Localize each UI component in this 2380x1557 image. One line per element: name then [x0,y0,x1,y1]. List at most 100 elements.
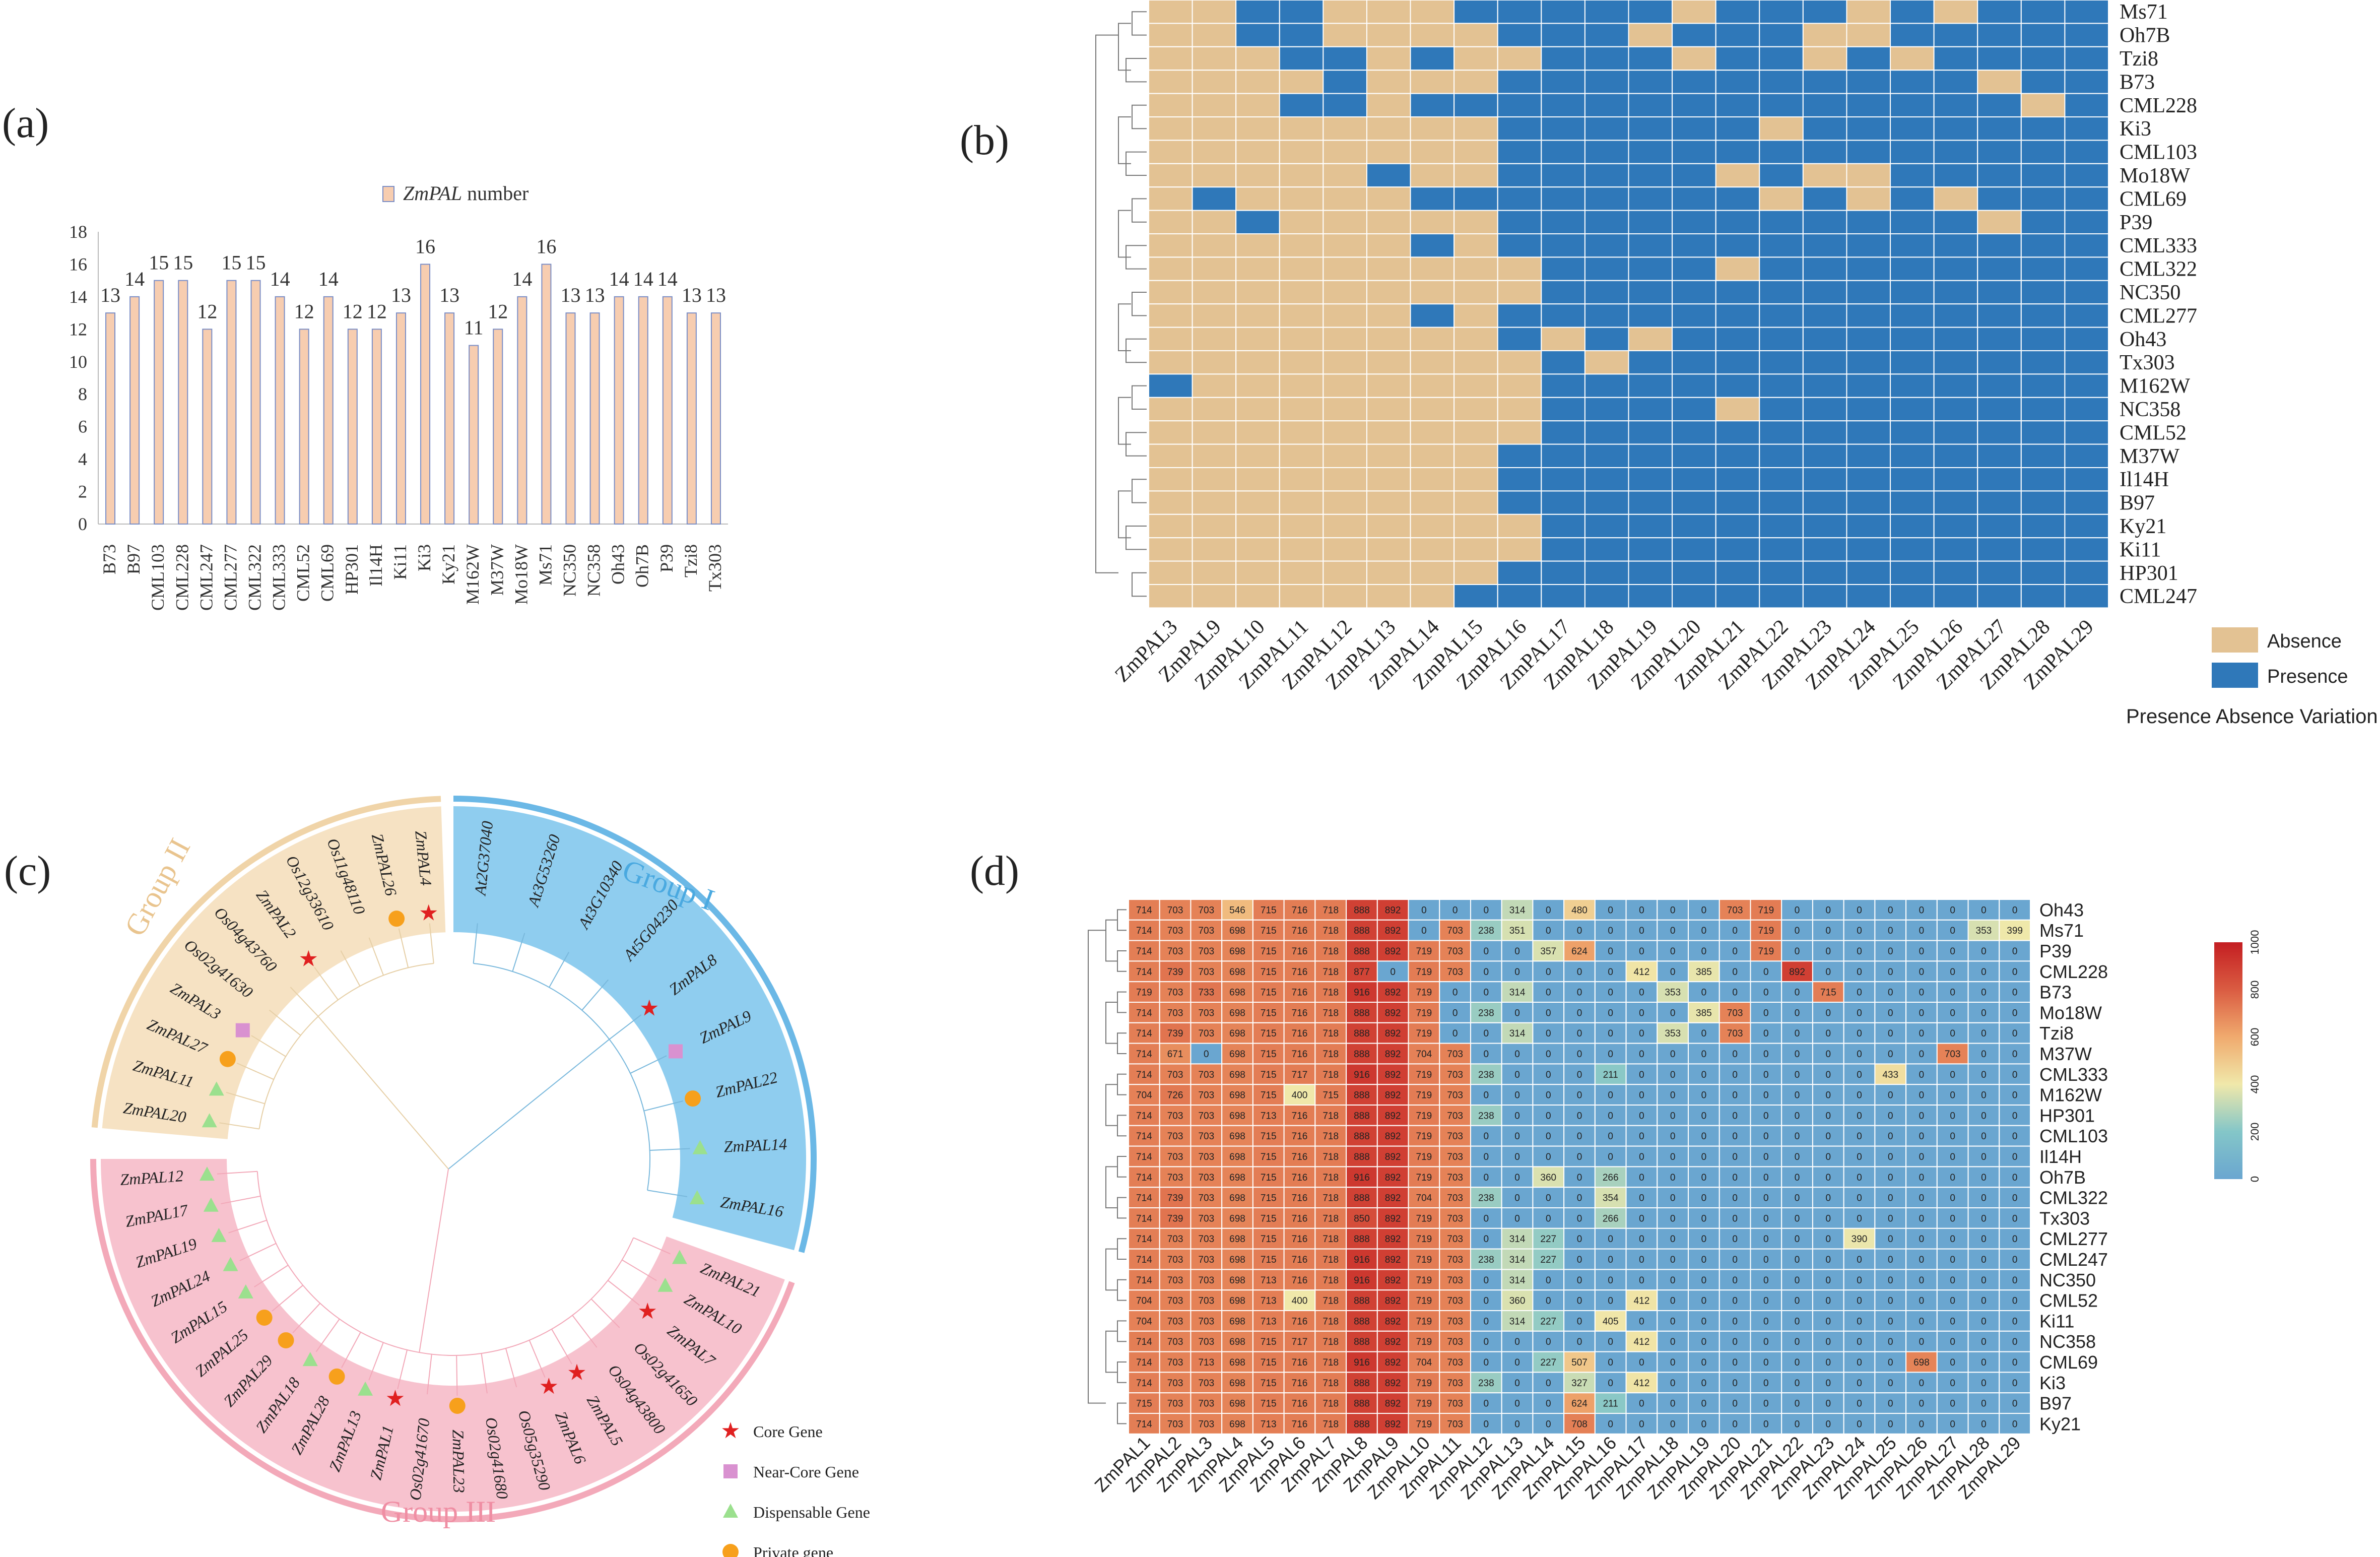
len-cell-value-P39-ZmPAL21: 719 [1758,946,1774,957]
len-cell-value-CML228-ZmPAL7: 718 [1323,967,1339,978]
len-cell-value-M162W-ZmPAL21: 0 [1763,1090,1769,1101]
len-cell-value-Ki11-ZmPAL3: 703 [1198,1316,1214,1327]
len-cell-Ms71-ZmPAL17 [1625,919,1658,941]
len-cell-value-CML247-ZmPAL22: 0 [1795,1255,1800,1265]
len-cell-value-M37W-ZmPAL21: 0 [1763,1049,1769,1060]
len-cell-value-CML322-ZmPAL25: 0 [1888,1193,1893,1204]
len-cell-value-B97-ZmPAL25: 0 [1888,1399,1893,1409]
pav-cell-B97-ZmPAL19 [1628,490,1673,515]
pav-cell-CML322-ZmPAL17 [1541,256,1585,281]
bar-value-Ms71: 16 [536,235,556,257]
pav-cell-HP301-ZmPAL24 [1846,560,1891,585]
pav-cell-Tx303-ZmPAL28 [2020,350,2066,375]
pav-cell-B73-ZmPAL15 [1453,70,1498,94]
pav-row-label-CML277: CML277 [2120,304,2197,328]
len-cell-value-CML322-ZmPAL14: 0 [1546,1193,1551,1204]
pav-cell-CML247-ZmPAL14 [1410,584,1455,609]
tree-leaf-branch [590,1299,620,1328]
len-cell-value-B97-ZmPAL27: 0 [1950,1399,1955,1409]
pav-cell-Il14H-ZmPAL3 [1148,467,1193,492]
len-cell-value-Oh7B-ZmPAL26: 0 [1919,1173,1925,1183]
pav-cell-Oh43-ZmPAL15 [1453,327,1498,351]
len-cell-value-CML247-ZmPAL27: 0 [1950,1255,1955,1265]
bar-Ky21 [444,312,455,525]
len-cell-value-CML247-ZmPAL4: 698 [1229,1255,1245,1265]
pav-cell-Tx303-ZmPAL19 [1628,350,1673,375]
len-cell-value-Oh43-ZmPAL22: 0 [1795,905,1800,916]
len-cell-Oh7B-ZmPAL25 [1874,1166,1907,1188]
len-cell-value-CML322-ZmPAL24: 0 [1857,1193,1862,1204]
pav-row-label-HP301: HP301 [2120,562,2178,585]
len-cell-NC358-ZmPAL23 [1812,1330,1844,1352]
pav-cell-CML228-ZmPAL3 [1148,93,1193,118]
len-cell-value-Oh43-ZmPAL17: 0 [1639,905,1644,916]
len-cell-value-CML69-ZmPAL4: 698 [1229,1357,1245,1368]
len-cell-value-NC350-ZmPAL11: 703 [1447,1275,1463,1286]
pav-cell-NC350-ZmPAL26 [1933,280,1978,305]
len-cell-M162W-ZmPAL14 [1532,1084,1565,1106]
len-cell-value-M162W-ZmPAL15: 0 [1577,1090,1582,1101]
pav-cell-M37W-ZmPAL10 [1235,443,1280,468]
pav-cell-CML69-ZmPAL22 [1759,186,1804,211]
len-cell-value-M37W-ZmPAL5: 715 [1261,1049,1277,1060]
len-cell-CML247-ZmPAL13 [1501,1248,1534,1270]
len-cell-value-HP301-ZmPAL7: 718 [1323,1111,1339,1121]
len-cell-value-Ki11-ZmPAL18: 0 [1670,1316,1676,1327]
len-cell-Ms71-ZmPAL2 [1159,919,1192,941]
len-cell-value-M37W-ZmPAL28: 0 [1981,1049,1987,1060]
pav-cell-B73-ZmPAL12 [1323,70,1367,94]
len-cell-Mo18W-ZmPAL5 [1252,1002,1285,1023]
len-cell-value-Ki11-ZmPAL9: 892 [1385,1316,1401,1327]
len-cell-value-CML103-ZmPAL4: 698 [1229,1131,1245,1142]
pav-cell-NC358-ZmPAL10 [1235,397,1280,422]
len-cell-value-CML52-ZmPAL22: 0 [1795,1296,1800,1307]
pav-cell-CML103-ZmPAL27 [1977,140,2022,164]
pav-cell-Oh43-ZmPAL21 [1715,327,1760,351]
len-cell-value-CML228-ZmPAL29: 0 [2012,967,2018,978]
pav-cell-CML52-ZmPAL24 [1846,420,1891,445]
len-cell-Tzi8-ZmPAL12 [1470,1022,1502,1044]
pav-cell-CML247-ZmPAL24 [1846,584,1891,609]
len-cell-Ms71-ZmPAL7 [1314,919,1347,941]
len-cell-value-NC350-ZmPAL1: 714 [1136,1275,1152,1286]
len-cell-value-Ms71-ZmPAL13: 351 [1509,926,1526,936]
len-cell-value-Il14H-ZmPAL28: 0 [1981,1152,1987,1162]
len-cell-CML333-ZmPAL8 [1346,1063,1378,1085]
len-row-label-M37W: M37W [2039,1044,2092,1064]
len-cell-value-CML277-ZmPAL3: 703 [1198,1234,1214,1245]
pav-cell-CML322-ZmPAL20 [1672,256,1716,281]
pav-cell-CML69-ZmPAL14 [1410,186,1455,211]
len-cell-value-P39-ZmPAL10: 719 [1416,946,1432,957]
len-cell-value-CML69-ZmPAL18: 0 [1670,1357,1676,1368]
pav-cell-Il14H-ZmPAL17 [1541,467,1585,492]
pav-cell-Ki11-ZmPAL20 [1672,537,1716,562]
len-cell-value-CML52-ZmPAL13: 360 [1509,1296,1526,1307]
len-cell-value-CML247-ZmPAL19: 0 [1701,1255,1707,1265]
len-cell-CML333-ZmPAL16 [1594,1063,1627,1085]
pav-cell-Oh43-ZmPAL16 [1497,327,1542,351]
len-cell-value-Ms71-ZmPAL9: 892 [1385,926,1401,936]
len-cell-value-CML228-ZmPAL14: 0 [1546,967,1551,978]
len-cell-value-Oh7B-ZmPAL9: 892 [1385,1173,1401,1183]
len-cell-value-Il14H-ZmPAL15: 0 [1577,1152,1582,1162]
len-cell-value-M162W-ZmPAL26: 0 [1919,1090,1925,1101]
len-cell-value-NC350-ZmPAL28: 0 [1981,1275,1987,1286]
len-cell-value-M37W-ZmPAL18: 0 [1670,1049,1676,1060]
pav-cell-Tx303-ZmPAL15 [1453,350,1498,375]
len-cell-value-Tzi8-ZmPAL14: 0 [1546,1028,1551,1039]
pav-cell-M37W-ZmPAL3 [1148,443,1193,468]
len-row-label-Ki11: Ki11 [2039,1311,2074,1331]
pav-cell-CML103-ZmPAL3 [1148,140,1193,164]
len-cell-Ms71-ZmPAL15 [1563,919,1596,941]
len-cell-value-CML103-ZmPAL7: 718 [1323,1131,1339,1142]
pav-row-label-Ki3: Ki3 [2120,117,2151,141]
len-cell-NC350-ZmPAL21 [1750,1269,1782,1291]
len-cell-value-NC350-ZmPAL27: 0 [1950,1275,1955,1286]
len-cell-value-Oh7B-ZmPAL7: 718 [1323,1173,1339,1183]
len-cell-value-CML333-ZmPAL26: 0 [1919,1070,1925,1080]
len-cell-value-Ms71-ZmPAL18: 0 [1670,926,1676,936]
len-cell-Tzi8-ZmPAL18 [1657,1022,1689,1044]
tree-leaf-branch [622,1259,657,1281]
len-cell-value-B73-ZmPAL7: 718 [1323,988,1339,998]
pav-cell-Oh7B-ZmPAL16 [1497,23,1542,47]
